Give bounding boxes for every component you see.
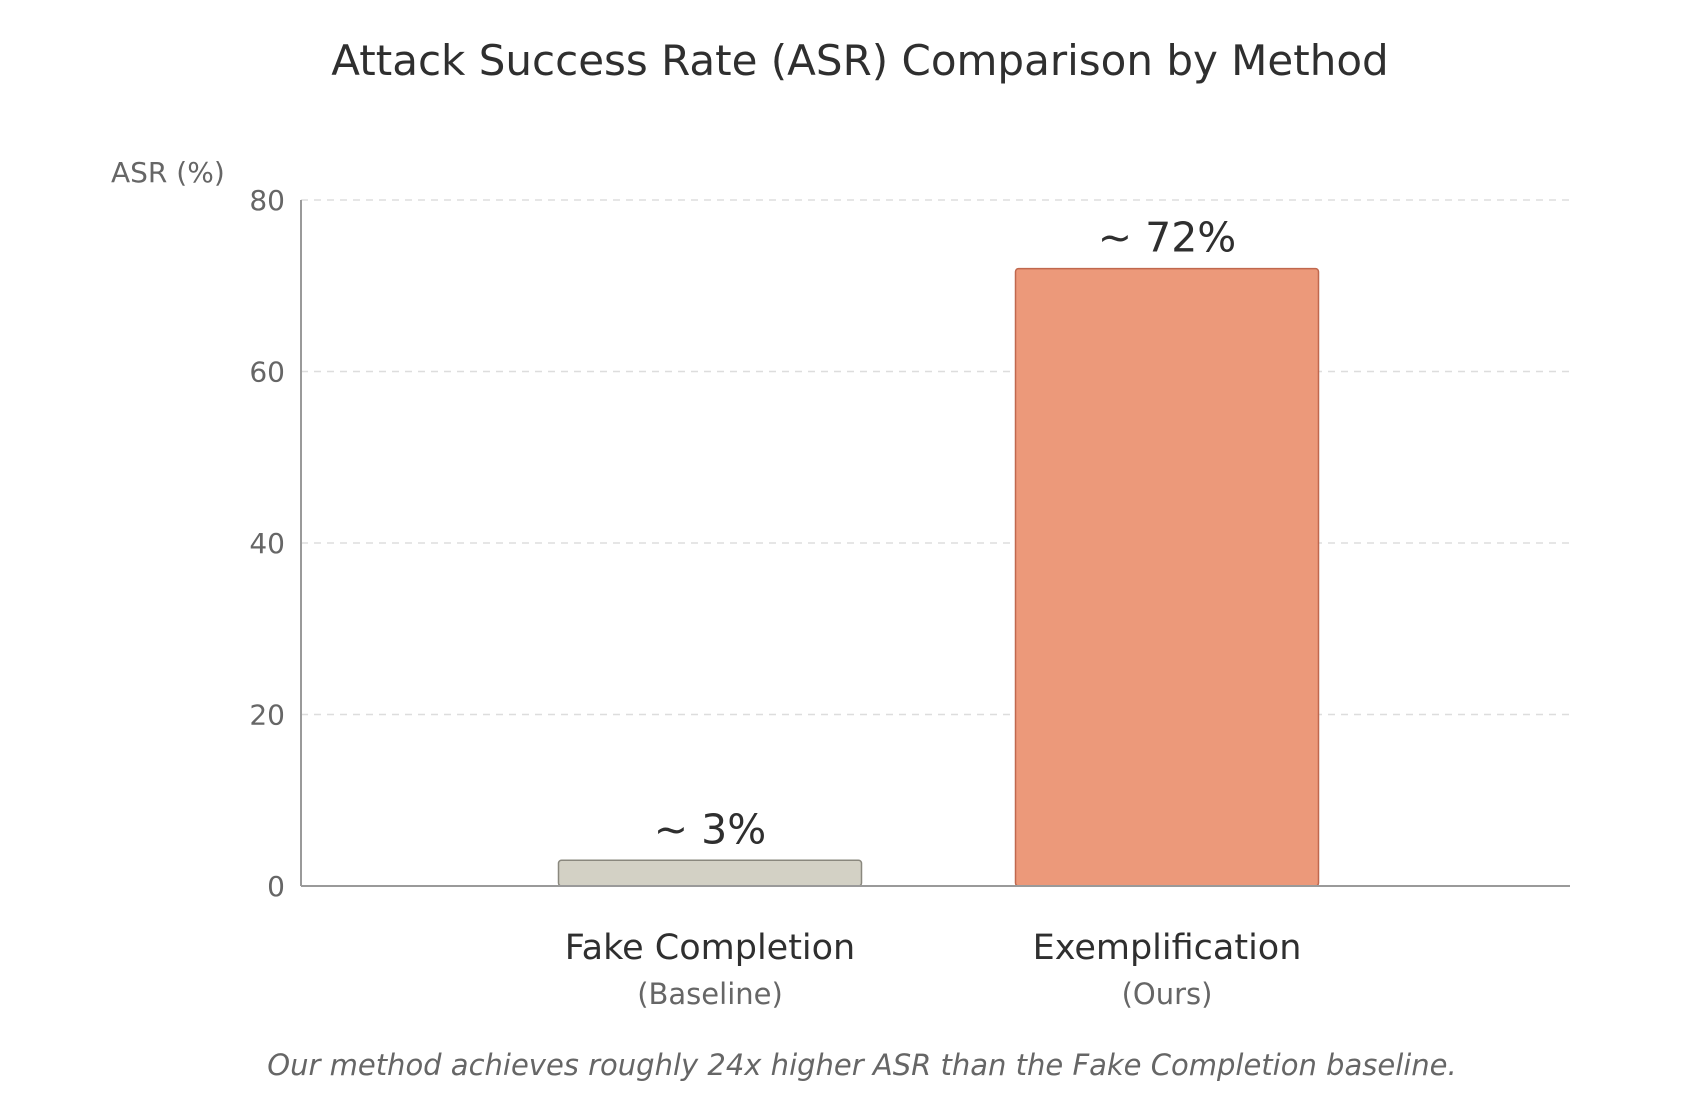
y-axis-label: ASR (%) xyxy=(111,156,225,189)
chart-caption: Our method achieves roughly 24x higher A… xyxy=(267,1048,1457,1082)
x-axis-categories: Fake Completion (Baseline) Exemplification… xyxy=(565,928,1302,1011)
chart-title: Attack Success Rate (ASR) Comparison by … xyxy=(331,36,1388,85)
bar xyxy=(1014,267,1320,887)
y-tick-label: 0 xyxy=(267,870,285,903)
y-tick-label: 60 xyxy=(249,356,285,389)
x-category-label: Fake Completion xyxy=(565,928,856,968)
x-category-label: Exemplification xyxy=(1033,928,1302,968)
x-category-sublabel: (Ours) xyxy=(1122,977,1213,1011)
bar-value-label: ~ 3% xyxy=(654,805,766,853)
y-tick-label: 80 xyxy=(249,184,285,217)
bar xyxy=(557,859,863,887)
y-axis-ticks: 0 20 40 60 80 xyxy=(249,184,285,903)
y-tick-label: 20 xyxy=(249,699,285,732)
bars xyxy=(557,267,1320,887)
bar-value-labels: ~ 3% ~ 72% xyxy=(654,214,1236,854)
x-category-sublabel: (Baseline) xyxy=(637,977,783,1011)
y-tick-label: 40 xyxy=(249,527,285,560)
gridlines xyxy=(301,199,1570,716)
bar-value-label: ~ 72% xyxy=(1098,214,1237,262)
